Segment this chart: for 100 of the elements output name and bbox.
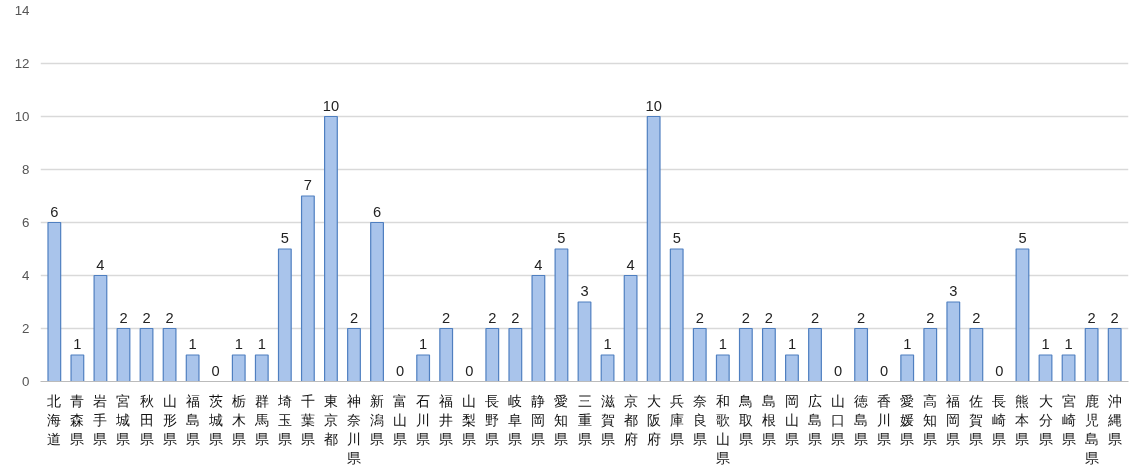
bar [485,327,500,382]
data-label: 6 [50,203,59,220]
bar [277,248,292,382]
data-label: 4 [626,256,635,273]
bar [347,327,361,382]
bar [554,248,569,382]
y-tick-label: 2 [22,321,30,336]
bar [761,327,776,382]
x-tick-label: 兵庫県 [669,392,684,447]
bar [531,274,546,382]
data-label: 1 [234,336,243,352]
data-label: 2 [1087,309,1096,326]
data-label: 2 [764,309,773,326]
x-tick-label: 島根県 [761,392,776,447]
x-tick-label: 東京都 [323,392,338,447]
bar [669,248,684,382]
x-tick-label: 宮崎県 [1061,392,1076,447]
data-label: 0 [833,362,843,379]
data-label: 1 [419,336,428,352]
data-label: 3 [949,283,958,299]
x-tick-label: 熊本県 [1015,392,1030,447]
data-label: 5 [557,230,566,246]
x-tick-label: 富山県 [393,392,408,447]
bar [623,274,638,382]
data-label: 0 [880,362,889,379]
x-tick-label: 沖縄県 [1106,392,1122,447]
data-label: 10 [645,97,662,114]
data-label: 1 [73,336,82,352]
data-label: 1 [257,336,266,352]
data-label: 2 [349,309,359,326]
bar [1061,354,1076,382]
x-tick-label: 広島県 [808,392,823,447]
data-label: 2 [442,309,451,326]
bar [139,327,154,382]
data-label: 0 [396,362,405,379]
data-label: 1 [603,336,612,352]
x-tick-label: 大阪府 [646,392,661,447]
bar [1107,327,1122,382]
bar [1015,248,1030,382]
data-label: 1 [903,336,912,352]
bar [116,327,131,382]
bar [370,221,384,382]
x-tick-label: 岩手県 [93,392,108,447]
x-tick-label: 和歌山県 [715,392,730,467]
x-tick-label: 宮城県 [115,392,131,447]
bar [715,354,730,382]
data-label: 2 [165,309,174,326]
x-tick-label: 大分県 [1038,392,1053,447]
bar [300,195,315,382]
bar [231,354,246,382]
bar [1084,327,1099,382]
x-tick-label: 青森県 [70,392,85,447]
x-tick-label: 鳥取県 [737,392,753,447]
data-label: 2 [142,309,151,326]
data-label: 2 [810,309,820,326]
data-label: 3 [580,283,589,299]
x-tick-label: 三重県 [577,392,592,447]
y-tick-label: 12 [14,56,30,71]
x-tick-label: 鹿児島県 [1084,392,1099,467]
bar [738,327,753,382]
x-tick-label: 愛知県 [554,392,569,447]
bar [946,301,961,382]
data-label: 5 [672,230,681,246]
bar [900,354,915,382]
x-tick-label: 埼玉県 [276,392,292,447]
data-label: 0 [465,362,474,379]
bar [923,327,938,382]
x-tick-label: 佐賀県 [969,392,984,447]
bar [162,327,177,382]
data-label: 4 [534,256,543,273]
x-tick-label: 福井県 [439,392,454,447]
y-tick-label: 0 [22,374,30,389]
x-tick-label: 奈良県 [692,392,707,447]
data-label: 2 [857,309,866,326]
data-label: 2 [511,309,520,326]
bar [646,115,661,382]
x-tick-label: 茨城県 [207,392,223,447]
x-tick-label: 山形県 [162,392,177,447]
data-label: 1 [718,336,727,352]
x-tick-label: 石川県 [416,392,431,447]
data-label: 0 [995,362,1004,379]
data-label: 1 [188,336,197,352]
bar [416,354,431,382]
data-label: 7 [303,177,312,193]
y-tick-label: 4 [22,268,31,283]
x-tick-label: 北海道 [47,392,62,447]
x-tick-label: 山梨県 [462,392,477,447]
bar [439,327,454,382]
x-tick-label: 栃木県 [231,392,246,447]
data-label: 2 [926,309,935,326]
bar [577,301,592,382]
bar [785,354,799,382]
x-tick-label: 滋賀県 [600,392,615,447]
x-tick-label: 神奈川県 [346,392,361,467]
data-label: 10 [322,97,340,114]
data-label: 1 [1041,336,1050,352]
bar [185,354,200,382]
bar [47,221,62,382]
x-tick-label: 群馬県 [253,392,269,447]
x-tick-label: 徳島県 [854,392,869,447]
